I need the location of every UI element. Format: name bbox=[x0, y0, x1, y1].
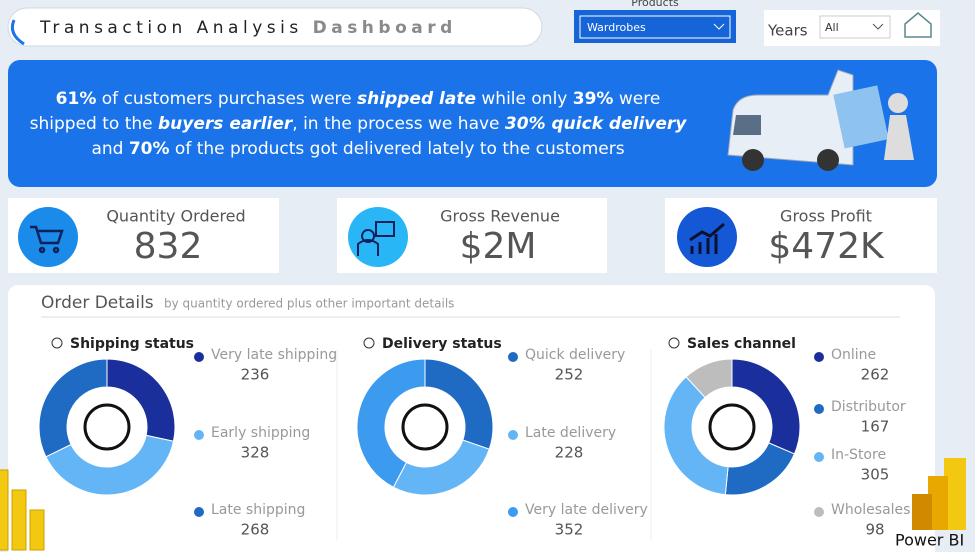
legend-label: Quick delivery bbox=[525, 347, 625, 363]
powerbi-logo bbox=[0, 469, 45, 551]
powerbi-logo bbox=[912, 458, 966, 530]
legend-value: 268 bbox=[241, 521, 270, 539]
legend-dot bbox=[814, 452, 824, 462]
legend-value: 252 bbox=[555, 366, 584, 384]
legend-value: 305 bbox=[861, 466, 890, 484]
legend-label: Late delivery bbox=[525, 425, 616, 441]
text: 39% bbox=[572, 89, 614, 109]
chevron bbox=[713, 23, 725, 30]
text: of customers purchases were bbox=[96, 89, 358, 109]
title-pill bbox=[7, 7, 543, 47]
donut-hole-icon bbox=[83, 403, 131, 451]
panel-subtitle: by quantity ordered plus other important… bbox=[164, 297, 454, 311]
legend-label: Very late delivery bbox=[525, 502, 648, 518]
van-illustration bbox=[727, 69, 914, 171]
donut-segment bbox=[356, 358, 426, 488]
revenue-icon bbox=[357, 221, 395, 256]
section-title: Shipping status bbox=[70, 336, 194, 352]
section-title: Sales channel bbox=[687, 336, 796, 352]
kpi-value: 832 bbox=[134, 226, 203, 267]
legend-value: 352 bbox=[555, 521, 584, 539]
legend-label: Late shipping bbox=[211, 502, 305, 518]
legend-label: Distributor bbox=[831, 399, 906, 415]
banner-text: 61% of customers purchases were shipped … bbox=[18, 87, 698, 162]
legend-value: 262 bbox=[861, 366, 890, 384]
legend-dot bbox=[194, 430, 204, 440]
cart-icon bbox=[30, 225, 64, 254]
check-icon bbox=[363, 337, 375, 349]
title: Transaction Analysis Dashboard bbox=[39, 18, 457, 38]
legend-dot bbox=[508, 352, 518, 362]
text: 61% bbox=[55, 89, 97, 109]
donut-segment bbox=[663, 376, 729, 496]
kpi-icon bbox=[677, 207, 737, 267]
text: 70% bbox=[128, 139, 170, 159]
donut-segment bbox=[685, 358, 733, 399]
kpi-label: Gross Profit bbox=[780, 207, 872, 226]
years-label: Years bbox=[767, 22, 808, 40]
text: of the products got delivered lately to … bbox=[169, 139, 625, 159]
products-value: Wardrobes bbox=[587, 21, 646, 34]
kpi-icon bbox=[18, 207, 78, 267]
kpi-value: $472K bbox=[768, 226, 885, 267]
text: were bbox=[613, 89, 661, 109]
donut-segment bbox=[45, 434, 175, 496]
legend-dot bbox=[508, 430, 518, 440]
legend-value: 328 bbox=[241, 444, 270, 462]
years-dropdown[interactable] bbox=[819, 15, 891, 39]
legend-dot bbox=[508, 507, 518, 517]
kpi-label: Quantity Ordered bbox=[106, 207, 245, 226]
text: while only bbox=[476, 89, 573, 109]
legend-label: Wholesales bbox=[831, 502, 910, 518]
text: , in the process we have bbox=[292, 114, 505, 134]
products-label: Products bbox=[631, 0, 679, 9]
panel-title: Order Details bbox=[41, 293, 154, 313]
home-icon[interactable] bbox=[904, 12, 932, 38]
legend-dot bbox=[814, 507, 824, 517]
legend-value: 167 bbox=[861, 418, 890, 436]
legend-value: 228 bbox=[555, 444, 584, 462]
profit-icon bbox=[689, 222, 725, 254]
text: and bbox=[91, 139, 129, 159]
legend-label: Early shipping bbox=[211, 425, 310, 441]
check-icon bbox=[668, 337, 680, 349]
banner: 61% of customers purchases were shipped … bbox=[8, 60, 937, 187]
donut-hole-icon bbox=[401, 403, 449, 451]
donut-segment bbox=[38, 358, 108, 458]
legend-dot bbox=[194, 352, 204, 362]
legend-value: 98 bbox=[865, 521, 884, 539]
text: shipped late bbox=[357, 89, 476, 109]
legend-label: In-Store bbox=[831, 447, 886, 463]
donut-hole-icon bbox=[708, 403, 756, 451]
legend-label: Online bbox=[831, 347, 876, 363]
title-accent bbox=[10, 19, 25, 46]
legend-dot bbox=[814, 352, 824, 362]
text: shipped to the bbox=[29, 114, 159, 134]
legend-dot bbox=[194, 507, 204, 517]
years-value: All bbox=[825, 21, 839, 34]
legend-value: 236 bbox=[241, 366, 270, 384]
legend-dot bbox=[814, 404, 824, 414]
text: buyers earlier bbox=[158, 114, 293, 134]
kpi-value: $2M bbox=[460, 226, 537, 267]
chevron bbox=[872, 23, 884, 30]
text: 30% quick delivery bbox=[504, 114, 687, 134]
kpi-label: Gross Revenue bbox=[440, 207, 560, 226]
products-dropdown[interactable] bbox=[579, 15, 731, 39]
watermark: Power BI bbox=[895, 531, 964, 550]
section-title: Delivery status bbox=[382, 336, 502, 352]
legend-label: Very late shipping bbox=[211, 347, 337, 363]
check-icon bbox=[51, 337, 63, 349]
